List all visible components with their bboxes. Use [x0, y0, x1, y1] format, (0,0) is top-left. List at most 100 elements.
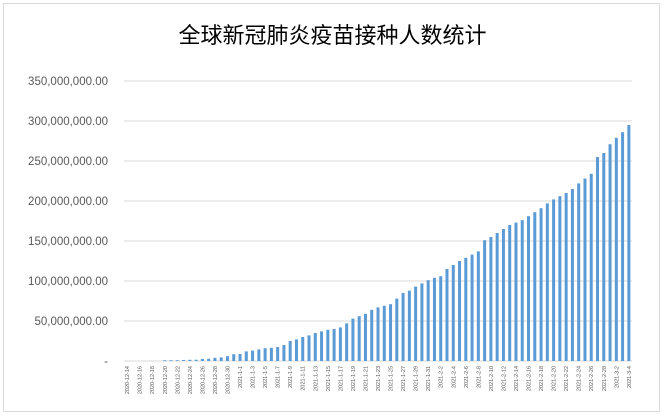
bar — [508, 225, 512, 361]
bar — [407, 290, 411, 361]
bar — [200, 359, 204, 361]
bar — [570, 189, 574, 361]
bar — [382, 305, 386, 361]
x-tick-label: 2021-1-1 — [238, 366, 244, 388]
bar — [602, 153, 606, 361]
bar — [320, 331, 324, 361]
y-tick-label: - — [104, 356, 108, 368]
bar — [533, 212, 537, 361]
bar — [420, 283, 424, 361]
bar — [458, 261, 462, 361]
y-tick-label: 100,000,000.00 — [28, 276, 108, 288]
bar — [589, 173, 593, 361]
bar — [282, 345, 286, 361]
y-tick-label: 350,000,000.00 — [28, 76, 108, 88]
x-tick-label: 2021-2-28 — [602, 366, 608, 391]
bar — [238, 353, 242, 361]
chart-frame — [3, 3, 660, 412]
y-tick-label: 50,000,000.00 — [34, 316, 108, 328]
x-tick-label: 2021-2-2 — [439, 366, 445, 388]
x-tick-label: 2021-1-23 — [376, 366, 382, 391]
bar — [545, 203, 549, 361]
x-tick-label: 2020-12-30 — [225, 366, 231, 394]
bar — [483, 240, 487, 361]
bar — [614, 137, 618, 361]
bar — [263, 348, 267, 361]
bar — [313, 333, 317, 361]
x-tick-label: 2021-1-31 — [426, 366, 432, 391]
bar — [257, 349, 261, 361]
x-tick-label: 2021-1-29 — [414, 366, 420, 391]
bar — [276, 347, 280, 361]
x-tick-label: 2021-2-10 — [489, 366, 495, 391]
bar — [621, 132, 625, 361]
x-tick-label: 2021-1-17 — [338, 366, 344, 391]
y-tick-label: 300,000,000.00 — [28, 116, 108, 128]
bar — [175, 360, 179, 361]
x-tick-label: 2020-12-26 — [200, 366, 206, 394]
bar — [583, 178, 587, 361]
x-tick-label: 2021-3-4 — [627, 366, 633, 388]
chart-title: 全球新冠肺炎疫苗接种人数统计 — [178, 24, 487, 49]
bar — [495, 233, 499, 361]
bar — [527, 216, 531, 361]
bar — [288, 341, 292, 361]
x-tick-label: 2020-12-24 — [188, 366, 194, 394]
bar — [357, 316, 361, 361]
x-tick-label: 2020-12-22 — [175, 366, 181, 394]
bar — [489, 237, 493, 361]
bar — [539, 208, 543, 361]
bar — [558, 196, 562, 361]
y-tick-label: 250,000,000.00 — [28, 156, 108, 168]
bar — [376, 307, 380, 361]
x-tick-label: 2021-2-24 — [577, 366, 583, 391]
x-tick-label: 2021-2-6 — [464, 366, 470, 388]
x-tick-label: 2021-2-14 — [514, 366, 520, 391]
bar — [213, 357, 217, 361]
x-tick-label: 2021-2-20 — [552, 366, 558, 391]
bar — [338, 327, 342, 361]
bar — [552, 199, 556, 361]
bar — [596, 157, 600, 361]
bar — [445, 269, 449, 361]
bar — [219, 357, 223, 361]
x-tick-label: 2021-1-21 — [363, 366, 369, 391]
x-tick-label: 2021-1-27 — [401, 366, 407, 391]
bar — [301, 337, 305, 361]
x-tick-label: 2021-1-19 — [351, 366, 357, 391]
x-tick-label: 2021-2-22 — [564, 366, 570, 391]
bar — [232, 354, 236, 361]
x-tick-label: 2021-1-3 — [251, 366, 257, 388]
bar — [520, 220, 524, 361]
x-tick-label: 2021-2-12 — [501, 366, 507, 391]
bar — [451, 265, 455, 361]
y-tick-label: 150,000,000.00 — [28, 236, 108, 248]
x-tick-label: 2021-2-4 — [451, 366, 457, 388]
x-tick-label: 2021-1-15 — [326, 366, 332, 391]
x-tick-label: 2020-12-14 — [125, 366, 131, 394]
bar — [294, 339, 298, 361]
bar — [627, 125, 631, 361]
bar — [363, 313, 367, 361]
y-tick-label: 200,000,000.00 — [28, 196, 108, 208]
bar — [370, 309, 374, 361]
bar — [251, 350, 255, 361]
x-tick-label: 2021-2-18 — [539, 366, 545, 391]
bar — [326, 329, 330, 361]
bar — [244, 351, 248, 361]
x-tick-label: 2021-2-16 — [527, 366, 533, 391]
bar — [269, 347, 273, 361]
x-tick-label: 2020-12-16 — [138, 366, 144, 394]
bar — [464, 257, 468, 361]
bar — [476, 251, 480, 361]
x-tick-label: 2021-1-13 — [313, 366, 319, 391]
bar — [163, 360, 167, 361]
bar — [345, 323, 349, 361]
bar — [564, 193, 568, 361]
bar — [439, 276, 443, 361]
bar — [225, 356, 229, 361]
bar — [608, 144, 612, 361]
x-tick-label: 2021-1-11 — [301, 366, 307, 391]
bar — [307, 335, 311, 361]
